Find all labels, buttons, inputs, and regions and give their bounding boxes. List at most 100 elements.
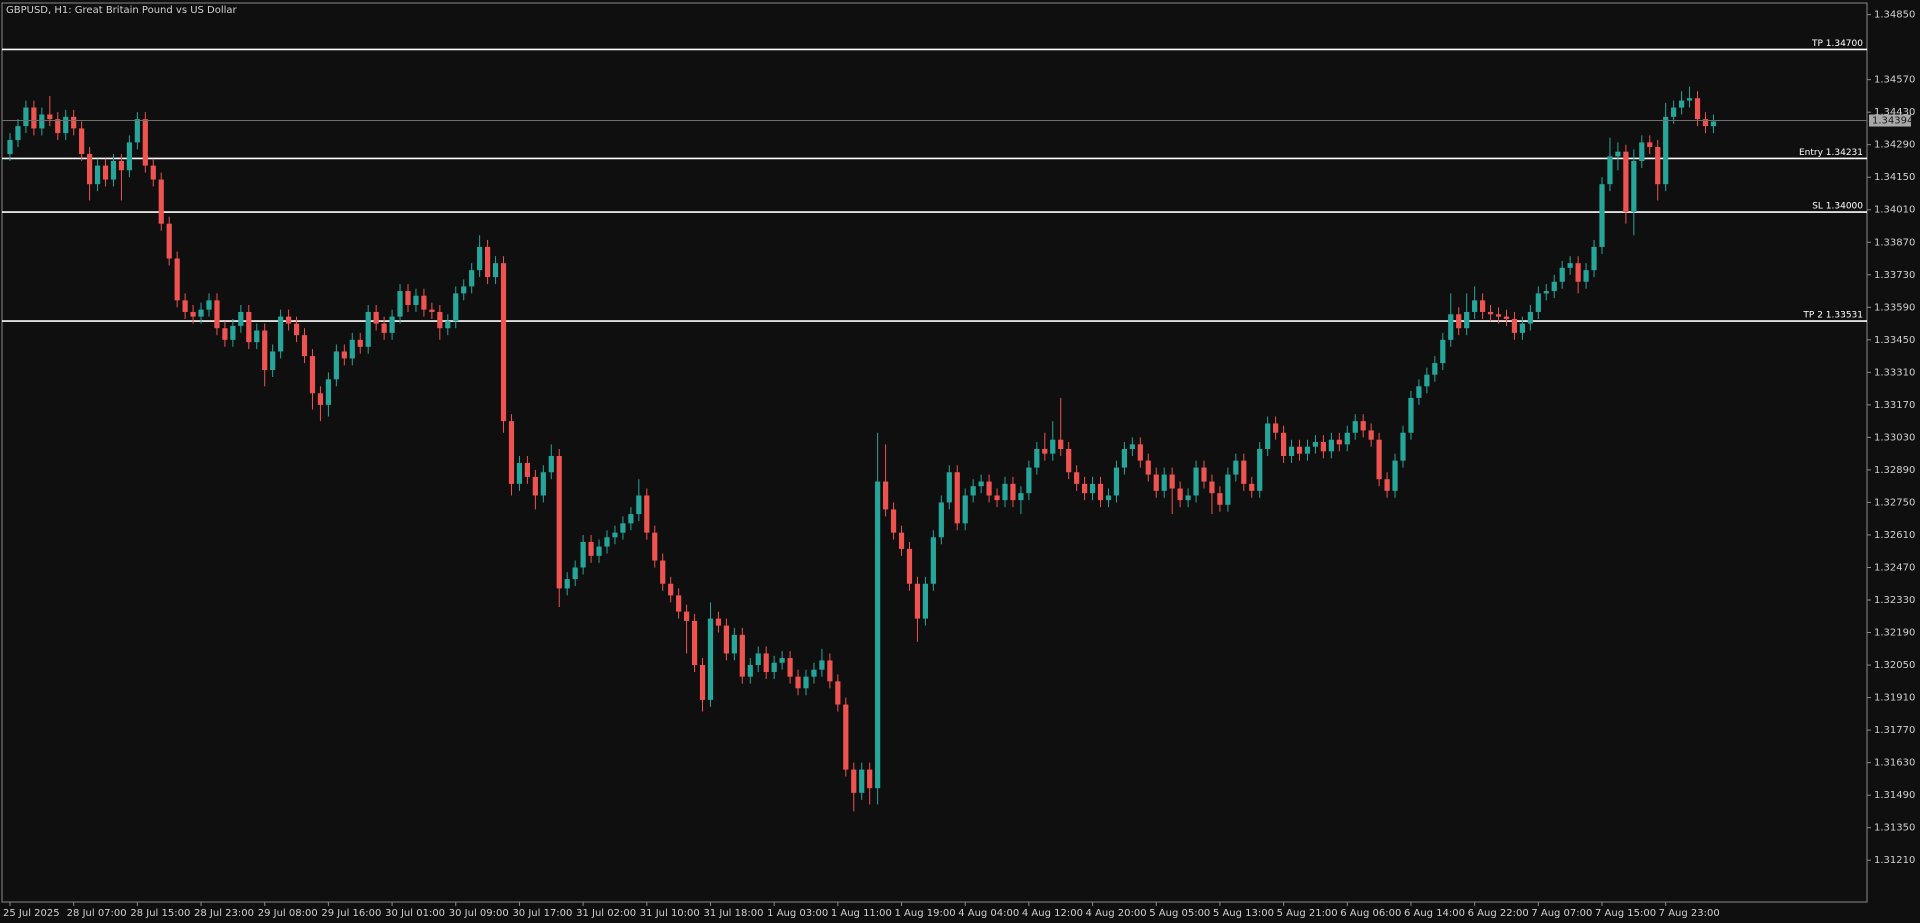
candle-body <box>652 532 658 561</box>
candle-body <box>389 316 395 333</box>
y-tick-label: 1.33730 <box>1874 270 1915 281</box>
x-tick-label: 5 Aug 21:00 <box>1277 908 1338 919</box>
candle-body <box>1480 300 1486 312</box>
candle-body <box>222 328 228 340</box>
y-tick-label: 1.33170 <box>1874 400 1915 411</box>
plot-frame <box>1 2 1868 903</box>
last-price-tag <box>1869 114 1911 127</box>
candle-body <box>453 293 459 322</box>
candle-body <box>31 107 37 129</box>
candle-body <box>1702 119 1709 127</box>
candle-body <box>262 330 268 371</box>
candle-body <box>1679 100 1685 108</box>
candle-body <box>1519 323 1525 333</box>
y-tick-label: 1.32610 <box>1874 530 1915 541</box>
y-tick-label: 1.32330 <box>1874 595 1915 606</box>
x-tick-label: 7 Aug 07:00 <box>1531 908 1592 919</box>
candle-body <box>1384 479 1390 491</box>
candle-body <box>79 128 85 154</box>
candle-body <box>1408 397 1414 433</box>
candle-body <box>1002 483 1008 501</box>
candle-body <box>986 481 992 496</box>
candle-body <box>341 351 347 359</box>
candle-body <box>1010 483 1016 501</box>
y-tick-label: 1.33310 <box>1874 367 1915 378</box>
candle-body <box>94 165 101 185</box>
candle-body <box>1535 293 1541 312</box>
candle-body <box>110 160 117 180</box>
candle-body <box>1113 467 1120 496</box>
candle-body <box>1185 495 1191 501</box>
candle-body <box>437 311 443 329</box>
candle-body <box>357 339 363 347</box>
candle-body <box>612 532 618 538</box>
candle-body <box>572 567 578 580</box>
x-tick-label: 1 Aug 11:00 <box>831 908 892 919</box>
y-tick-label: 1.33590 <box>1874 302 1915 313</box>
candle-body <box>102 165 109 180</box>
candle-body <box>1336 439 1342 445</box>
candle-body <box>1034 449 1040 468</box>
candle-body <box>1137 444 1143 461</box>
candle-body <box>1432 363 1438 375</box>
candle-body <box>1591 246 1597 271</box>
candle-body <box>1344 432 1350 445</box>
candle-body <box>461 286 467 294</box>
candle-body <box>126 142 132 171</box>
candle-body <box>429 309 435 312</box>
candle-body <box>1177 488 1183 501</box>
candle-body <box>1296 446 1303 454</box>
candle-body <box>660 560 666 584</box>
candle-body <box>150 165 156 180</box>
candle-body <box>835 681 841 705</box>
candle-body <box>1599 184 1605 247</box>
candle-body <box>930 537 936 584</box>
candle-body <box>1209 481 1215 494</box>
candle-body <box>556 455 562 589</box>
candle-body <box>1655 147 1661 185</box>
level-label: Entry 1.34231 <box>1799 148 1863 158</box>
candle-body <box>564 579 570 589</box>
candle-body <box>1559 267 1565 282</box>
candle-body <box>1464 311 1470 329</box>
x-tick-label: 28 Jul 15:00 <box>130 908 190 919</box>
candle-body <box>39 114 45 129</box>
candle-body <box>1153 474 1159 491</box>
candle-body <box>994 495 1000 501</box>
candle-body <box>843 704 849 770</box>
candle-body <box>405 291 411 305</box>
candle-body <box>811 669 817 677</box>
candle-body <box>1097 483 1104 501</box>
y-tick-label: 1.31630 <box>1874 758 1915 769</box>
candle-body <box>55 119 61 134</box>
candle-body <box>23 107 29 127</box>
candle-body <box>1074 472 1080 484</box>
candle-body <box>214 300 220 329</box>
candle-body <box>1121 449 1127 468</box>
candle-body <box>1082 483 1088 494</box>
candle-body <box>787 658 793 677</box>
candle-body <box>715 618 722 626</box>
x-tick-label: 5 Aug 05:00 <box>1149 908 1210 919</box>
candle-body <box>1026 467 1032 494</box>
candle-body <box>1472 300 1478 312</box>
candle-body <box>1066 449 1072 473</box>
candle-body <box>286 316 292 324</box>
candle-body <box>254 330 260 343</box>
x-tick-label: 30 Jul 01:00 <box>385 908 445 919</box>
candle-body <box>954 472 960 524</box>
x-tick-label: 30 Jul 17:00 <box>512 908 572 919</box>
candle-body <box>1583 270 1589 282</box>
candle-body <box>1710 121 1717 127</box>
level-label: TP 2 1.33531 <box>1802 311 1863 321</box>
candle-body <box>1328 439 1334 452</box>
candle-body <box>747 665 753 677</box>
candle-body <box>620 523 626 533</box>
y-tick-label: 1.34430 <box>1874 107 1915 118</box>
candle-body <box>1440 339 1446 364</box>
candle-body <box>500 263 507 422</box>
candle-body <box>206 300 212 310</box>
candle-body <box>1320 442 1326 452</box>
